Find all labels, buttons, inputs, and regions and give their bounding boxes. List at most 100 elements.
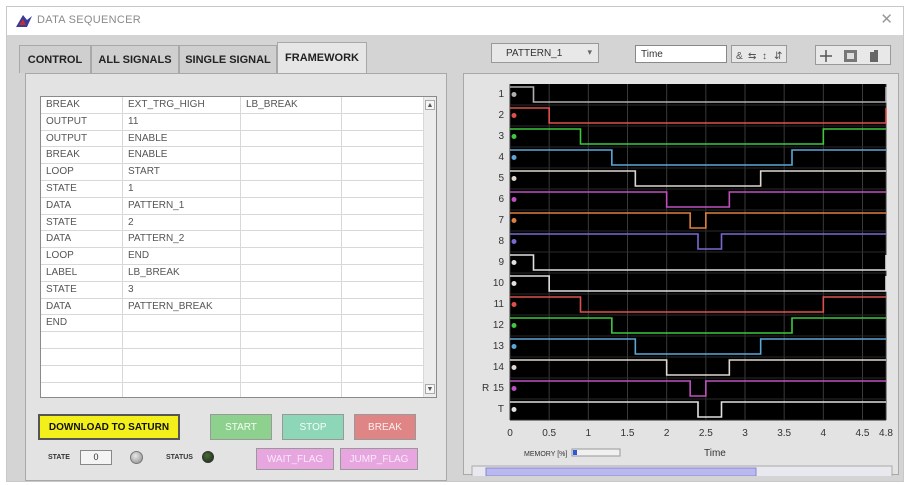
- table-cell[interactable]: [41, 349, 123, 365]
- jump-flag-button[interactable]: JUMP_FLAG: [340, 448, 418, 470]
- table-cell[interactable]: EXT_TRG_HIGH: [123, 97, 241, 113]
- tab-control[interactable]: CONTROL: [19, 45, 91, 73]
- table-cell[interactable]: LOOP: [41, 164, 123, 180]
- table-cell[interactable]: 1: [123, 181, 241, 197]
- table-row[interactable]: DATA PATTERN_BREAK: [41, 298, 424, 316]
- table-cell[interactable]: [342, 248, 424, 264]
- table-cell[interactable]: PATTERN_1: [123, 197, 241, 214]
- tab-all-signals[interactable]: ALL SIGNALS: [91, 45, 179, 73]
- table-cell[interactable]: LOOP: [41, 248, 123, 264]
- table-cell[interactable]: [123, 315, 241, 332]
- table-cell[interactable]: [41, 365, 123, 382]
- table-row[interactable]: BREAK EXT_TRG_HIGH LB_BREAK: [41, 97, 424, 114]
- graph-palette[interactable]: [815, 45, 891, 65]
- table-row[interactable]: OUTPUT 11: [41, 113, 424, 131]
- table-cell[interactable]: ENABLE: [123, 130, 241, 147]
- close-icon[interactable]: ✕: [880, 11, 893, 28]
- table-cell[interactable]: [342, 214, 424, 231]
- table-cell[interactable]: [342, 382, 424, 397]
- pattern-select[interactable]: PATTERN_1 ▾: [491, 43, 599, 63]
- table-cell[interactable]: [342, 164, 424, 180]
- scroll-up-icon[interactable]: ▲: [425, 100, 435, 110]
- table-cell[interactable]: [241, 214, 342, 231]
- table-row[interactable]: END: [41, 315, 424, 333]
- table-cell[interactable]: [241, 332, 342, 348]
- table-cell[interactable]: PATTERN_2: [123, 231, 241, 248]
- table-cell[interactable]: [241, 281, 342, 298]
- table-row[interactable]: STATE 3: [41, 281, 424, 299]
- scale-format-toolbar[interactable]: & ⇆ ↕ ⇵: [731, 45, 787, 63]
- table-cell[interactable]: [342, 130, 424, 147]
- table-cell[interactable]: [123, 332, 241, 348]
- table-cell[interactable]: OUTPUT: [41, 113, 123, 130]
- table-cell[interactable]: [342, 197, 424, 214]
- table-cell[interactable]: END: [41, 315, 123, 332]
- table-cell[interactable]: [41, 382, 123, 397]
- table-cell[interactable]: STATE: [41, 181, 123, 197]
- table-cell[interactable]: [342, 281, 424, 298]
- table-cell[interactable]: [241, 248, 342, 264]
- table-cell[interactable]: [241, 382, 342, 397]
- table-cell[interactable]: BREAK: [41, 97, 123, 113]
- table-cell[interactable]: END: [123, 248, 241, 264]
- table-cell[interactable]: OUTPUT: [41, 130, 123, 147]
- table-cell[interactable]: [123, 349, 241, 365]
- x-axis-field[interactable]: Time: [635, 45, 727, 63]
- table-cell[interactable]: [241, 315, 342, 332]
- graph-scrollbar-thumb[interactable]: [485, 467, 757, 476]
- framework-table[interactable]: ▲ ▼ BREAK EXT_TRG_HIGH LB_BREAK OUTPUT 11 OUT…: [40, 96, 437, 398]
- table-cell[interactable]: [342, 181, 424, 197]
- table-cell[interactable]: [241, 349, 342, 365]
- table-cell[interactable]: 3: [123, 281, 241, 298]
- table-cell[interactable]: DATA: [41, 298, 123, 315]
- tab-framework[interactable]: FRAMEWORK: [277, 42, 367, 73]
- table-cell[interactable]: STATE: [41, 281, 123, 298]
- table-cell[interactable]: [241, 181, 342, 197]
- table-scrollbar[interactable]: ▲ ▼: [423, 97, 436, 397]
- table-row[interactable]: OUTPUT ENABLE: [41, 130, 424, 148]
- table-cell[interactable]: [342, 97, 424, 113]
- table-row[interactable]: DATA PATTERN_1: [41, 197, 424, 215]
- table-row[interactable]: DATA PATTERN_2: [41, 231, 424, 249]
- table-cell[interactable]: [123, 382, 241, 397]
- table-cell[interactable]: [342, 332, 424, 348]
- table-cell[interactable]: [241, 265, 342, 281]
- table-cell[interactable]: [241, 231, 342, 248]
- start-button[interactable]: START: [210, 414, 272, 440]
- table-row[interactable]: [41, 382, 424, 397]
- table-cell[interactable]: 2: [123, 214, 241, 231]
- table-cell[interactable]: ENABLE: [123, 147, 241, 164]
- table-cell[interactable]: [241, 197, 342, 214]
- table-cell[interactable]: LB_BREAK: [123, 265, 241, 281]
- table-row[interactable]: STATE 2: [41, 214, 424, 232]
- table-row[interactable]: LABEL LB_BREAK: [41, 265, 424, 282]
- table-cell[interactable]: DATA: [41, 231, 123, 248]
- table-cell[interactable]: LABEL: [41, 265, 123, 281]
- table-cell[interactable]: [241, 113, 342, 130]
- table-cell[interactable]: [241, 365, 342, 382]
- table-cell[interactable]: [123, 365, 241, 382]
- break-button[interactable]: BREAK: [354, 414, 416, 440]
- table-row[interactable]: [41, 332, 424, 349]
- table-cell[interactable]: [342, 147, 424, 164]
- table-cell[interactable]: [342, 298, 424, 315]
- table-row[interactable]: LOOP START: [41, 164, 424, 181]
- table-row[interactable]: [41, 365, 424, 383]
- table-cell[interactable]: [342, 365, 424, 382]
- download-to-saturn-button[interactable]: DOWNLOAD TO SATURN: [38, 414, 180, 440]
- state-value-field[interactable]: 0: [80, 450, 112, 465]
- table-cell[interactable]: [342, 113, 424, 130]
- state-knob-icon[interactable]: [130, 451, 143, 464]
- scroll-down-icon[interactable]: ▼: [425, 384, 435, 394]
- table-cell[interactable]: [342, 231, 424, 248]
- table-cell[interactable]: LB_BREAK: [241, 97, 342, 113]
- table-cell[interactable]: STATE: [41, 214, 123, 231]
- table-row[interactable]: LOOP END: [41, 248, 424, 265]
- table-cell[interactable]: START: [123, 164, 241, 180]
- table-cell[interactable]: BREAK: [41, 147, 123, 164]
- table-cell[interactable]: 11: [123, 113, 241, 130]
- wait-flag-button[interactable]: WAIT_FLAG: [256, 448, 334, 470]
- table-row[interactable]: [41, 349, 424, 366]
- stop-button[interactable]: STOP: [282, 414, 344, 440]
- table-cell[interactable]: [241, 164, 342, 180]
